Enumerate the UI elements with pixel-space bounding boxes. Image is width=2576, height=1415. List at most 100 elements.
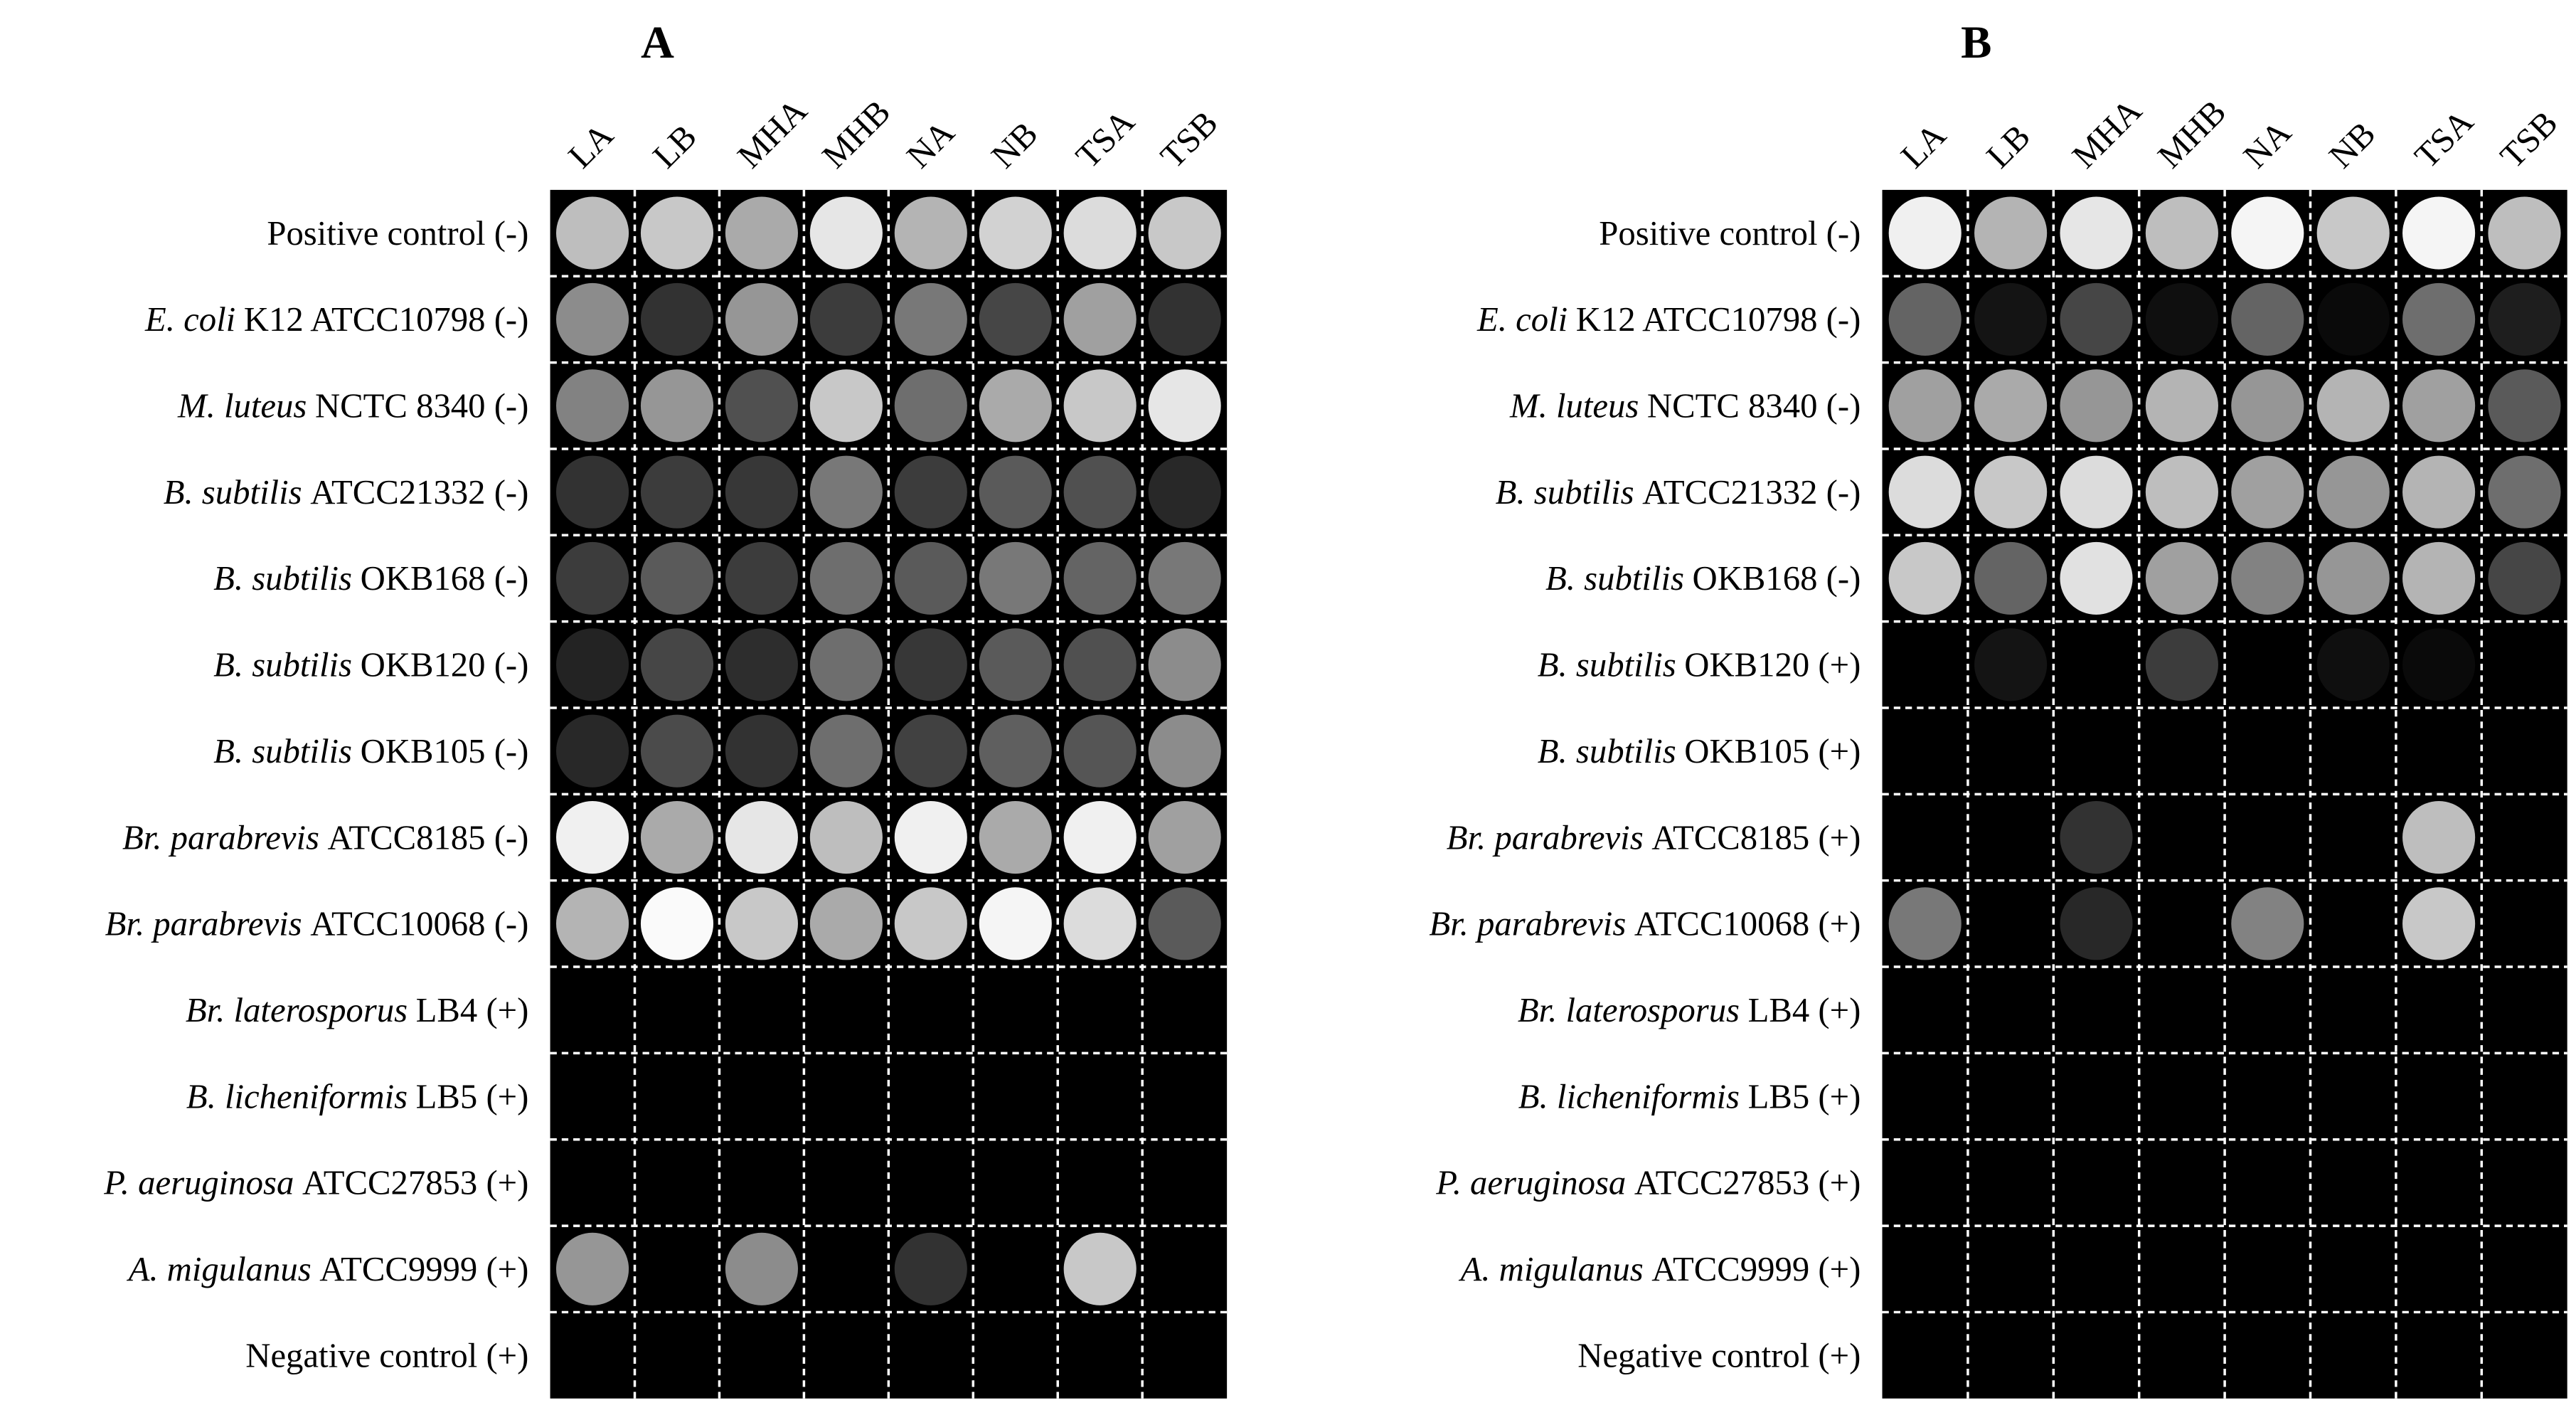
row-label: B. subtilis ATCC21332 (-) — [1496, 473, 1861, 512]
species-name: B. subtilis — [213, 559, 352, 598]
well — [2060, 541, 2133, 615]
well — [809, 628, 883, 701]
row-label: B. subtilis OKB105 (+) — [1538, 732, 1861, 770]
strain-result: NCTC 8340 (-) — [315, 387, 528, 425]
well — [640, 196, 714, 270]
well — [1888, 282, 1962, 356]
well — [979, 541, 1052, 615]
column-label: LB — [646, 117, 704, 176]
species-name: Br. parabrevis — [105, 905, 302, 943]
well — [979, 196, 1052, 270]
well — [1974, 282, 2048, 356]
panel: BLA LB MHA MHB NA NB TSA TSB Positive control (-… — [1429, 17, 2567, 1399]
well — [809, 196, 883, 270]
well — [2488, 196, 2561, 270]
row-text: Positive control (-) — [267, 214, 528, 253]
row-label: B. subtilis OKB120 (+) — [1538, 646, 1861, 684]
well — [640, 282, 714, 356]
well — [894, 196, 967, 270]
row-label: Br. laterosporus LB4 (+) — [186, 991, 529, 1029]
species-name: B. licheniformis — [1518, 1077, 1740, 1115]
well — [2488, 369, 2561, 442]
row-label: P. aeruginosa ATCC27853 (+) — [1435, 1164, 1861, 1202]
species-name: B. subtilis — [164, 473, 302, 512]
species-name: B. subtilis — [213, 732, 352, 770]
row-label: P. aeruginosa ATCC27853 (+) — [103, 1164, 528, 1202]
strain-result: OKB105 (-) — [361, 732, 529, 770]
well — [1063, 196, 1137, 270]
well — [809, 800, 883, 874]
species-name: A. migulanus — [127, 1250, 312, 1288]
well — [555, 196, 629, 270]
well — [2488, 541, 2561, 615]
column-label: LB — [1979, 117, 2038, 176]
panel-title: B — [1961, 17, 1991, 68]
strain-result: NCTC 8340 (-) — [1647, 387, 1861, 425]
well — [1148, 455, 1221, 529]
well — [555, 369, 629, 442]
well — [2231, 455, 2304, 529]
row-label: B. licheniformis LB5 (+) — [186, 1077, 529, 1115]
well — [979, 628, 1052, 701]
row-label: A. migulanus ATCC9999 (+) — [1459, 1250, 1861, 1288]
species-name: M. luteus — [1509, 387, 1639, 425]
well — [725, 369, 798, 442]
well — [640, 714, 714, 788]
well — [979, 455, 1052, 529]
well — [2231, 282, 2304, 356]
well — [2316, 196, 2390, 270]
well — [2231, 196, 2304, 270]
row-label: E. coli K12 ATCC10798 (-) — [1476, 300, 1861, 339]
species-name: P. aeruginosa — [103, 1164, 294, 1202]
strain-result: ATCC8185 (+) — [1651, 818, 1861, 857]
panel-title: A — [641, 17, 674, 68]
well — [894, 282, 967, 356]
row-label: M. luteus NCTC 8340 (-) — [177, 387, 528, 425]
species-name: B. subtilis — [1496, 473, 1634, 512]
well — [1063, 800, 1137, 874]
strain-result: ATCC21332 (-) — [310, 473, 528, 512]
well — [1974, 369, 2048, 442]
column-label: MHA — [730, 91, 815, 176]
well — [640, 541, 714, 615]
well — [894, 628, 967, 701]
well — [1063, 282, 1137, 356]
well — [555, 628, 629, 701]
well — [1063, 1232, 1137, 1305]
well — [979, 369, 1052, 442]
strain-result: OKB168 (-) — [1693, 559, 1861, 598]
well — [640, 369, 714, 442]
well — [1063, 541, 1137, 615]
species-name: Br. laterosporus — [186, 991, 408, 1029]
well — [1888, 455, 1962, 529]
column-label: TSA — [1068, 102, 1141, 176]
row-label: Positive control (-) — [267, 214, 528, 253]
well — [2145, 628, 2218, 701]
row-label: Positive control (-) — [1599, 214, 1861, 253]
column-label: TSB — [1153, 103, 1225, 175]
well — [1888, 887, 1962, 960]
strain-result: K12 ATCC10798 (-) — [1576, 300, 1861, 339]
well — [555, 282, 629, 356]
strain-result: ATCC9999 (+) — [1651, 1250, 1861, 1288]
row-label: E. coli K12 ATCC10798 (-) — [144, 300, 528, 339]
well — [2488, 282, 2561, 356]
well — [2231, 541, 2304, 615]
well — [1063, 369, 1137, 442]
well — [1148, 628, 1221, 701]
well — [1063, 628, 1137, 701]
well — [2316, 282, 2390, 356]
well — [2231, 887, 2304, 960]
well — [1148, 282, 1221, 356]
well — [555, 455, 629, 529]
well — [2402, 628, 2476, 701]
well — [2060, 800, 2133, 874]
column-label: MHB — [815, 92, 898, 176]
species-name: B. subtilis — [1545, 559, 1684, 598]
well — [555, 887, 629, 960]
strain-result: ATCC27853 (+) — [1634, 1164, 1861, 1202]
species-name: M. luteus — [177, 387, 307, 425]
row-label: B. subtilis OKB168 (-) — [213, 559, 528, 598]
well — [809, 369, 883, 442]
